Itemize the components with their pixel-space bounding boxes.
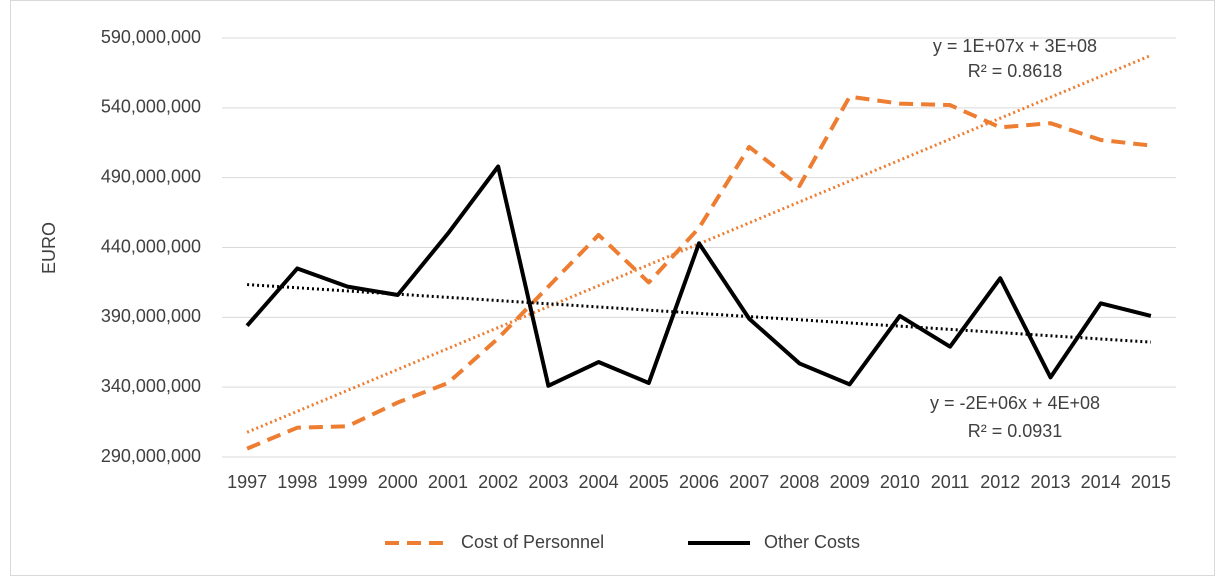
- x-tick-label: 2011: [931, 472, 970, 492]
- trendline-equation: y = 1E+07x + 3E+08: [933, 36, 1097, 56]
- y-axis-label: EURO: [39, 222, 59, 274]
- x-tick-label: 2010: [880, 472, 920, 492]
- trendline-r2: R² = 0.8618: [968, 61, 1063, 81]
- y-tick-label: 590,000,000: [101, 27, 201, 47]
- x-tick-label: 2003: [528, 472, 568, 492]
- x-tick-label: 2014: [1081, 472, 1121, 492]
- x-tick-label: 2005: [629, 472, 669, 492]
- x-tick-label: 2015: [1131, 472, 1171, 492]
- legend-label: Cost of Personnel: [461, 532, 604, 552]
- x-tick-label: 2013: [1030, 472, 1070, 492]
- x-tick-label: 2012: [980, 472, 1020, 492]
- y-tick-label: 390,000,000: [101, 306, 201, 326]
- trendline-equation: y = -2E+06x + 4E+08: [930, 393, 1100, 413]
- y-tick-label: 490,000,000: [101, 166, 201, 186]
- x-tick-label: 2000: [378, 472, 418, 492]
- series-line: [245, 164, 1152, 388]
- series-line: [246, 94, 1152, 451]
- x-tick-label: 2001: [428, 472, 468, 492]
- x-tick-label: 2007: [729, 472, 769, 492]
- x-tick-label: 1999: [328, 472, 368, 492]
- x-tick-label: 2006: [679, 472, 719, 492]
- legend-label: Other Costs: [764, 532, 860, 552]
- chart-frame: [10, 0, 1215, 576]
- trendline: [246, 54, 1152, 434]
- y-tick-label: 340,000,000: [101, 376, 201, 396]
- x-tick-label: 2009: [830, 472, 870, 492]
- trendline-r2: R² = 0.0931: [968, 421, 1063, 441]
- x-tick-label: 2008: [779, 472, 819, 492]
- x-tick-label: 2004: [579, 472, 619, 492]
- y-tick-label: 290,000,000: [101, 446, 201, 466]
- x-tick-label: 1998: [277, 472, 317, 492]
- y-tick-label: 440,000,000: [101, 236, 201, 256]
- y-tick-label: 540,000,000: [101, 97, 201, 117]
- x-tick-label: 1997: [227, 472, 267, 492]
- x-tick-label: 2002: [478, 472, 518, 492]
